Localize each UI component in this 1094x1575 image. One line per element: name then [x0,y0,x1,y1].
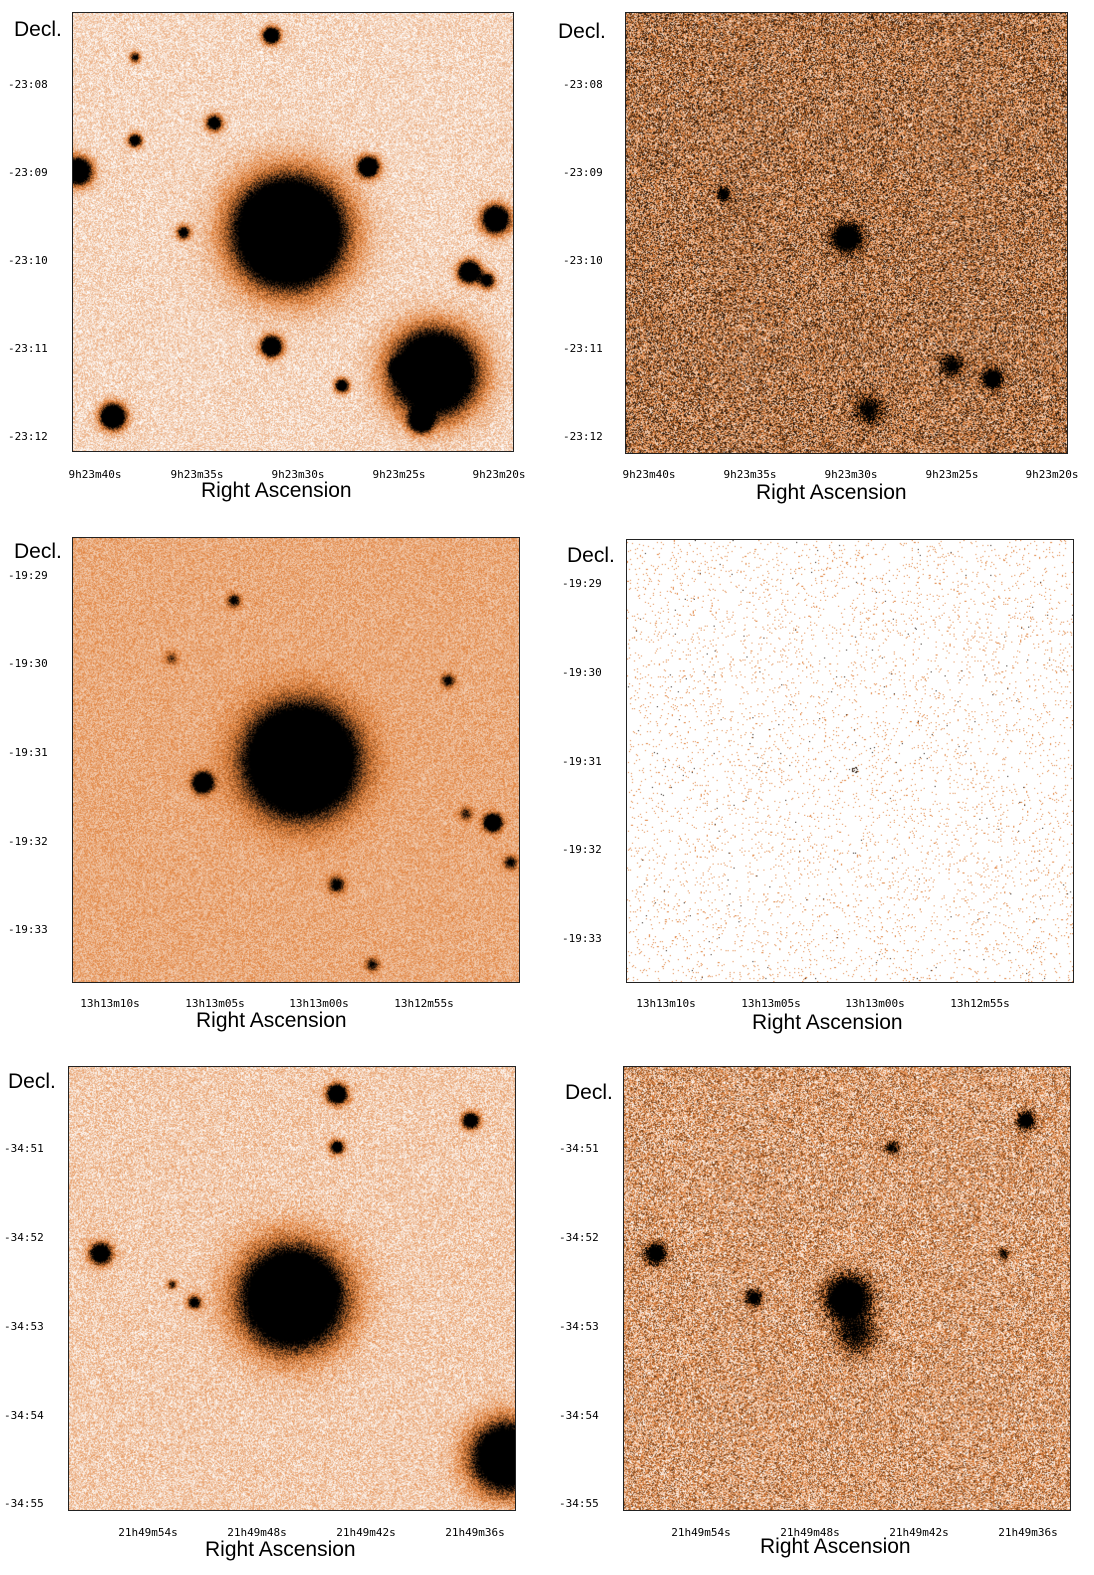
sky-image [623,1066,1071,1511]
ra-tick-label: 13h13m05s [185,997,245,1010]
dec-tick-label: -19:33 [8,923,48,936]
dec-tick-label: -34:55 [559,1497,599,1510]
sky-image [72,12,514,452]
dec-tick-label: -19:31 [8,746,48,759]
dec-axis-title: Decl. [565,1081,613,1104]
ra-tick-label: 21h49m42s [889,1526,949,1539]
ra-axis-title: Right Ascension [756,481,907,504]
dec-tick-label: -19:31 [562,755,602,768]
ra-tick-label: 21h49m36s [998,1526,1058,1539]
dec-tick-label: -23:12 [563,430,603,443]
ra-tick-label: 9h23m40s [68,468,122,481]
dec-axis-title: Decl. [14,18,62,41]
dec-tick-label: -19:29 [562,577,602,590]
dec-tick-label: -34:51 [559,1142,599,1155]
ra-tick-label: 13h13m00s [845,997,905,1010]
ra-axis-title: Right Ascension [752,1011,903,1034]
ra-tick-label: 9h23m25s [925,468,979,481]
dec-tick-label: -19:32 [562,843,602,856]
ra-tick-label: 9h23m25s [372,468,426,481]
ra-axis-title: Right Ascension [205,1538,356,1561]
ra-tick-label: 9h23m20s [472,468,526,481]
ra-tick-label: 9h23m40s [622,468,676,481]
ra-tick-label: 13h13m05s [741,997,801,1010]
ra-tick-label: 9h23m30s [271,468,325,481]
dec-tick-label: -19:30 [562,666,602,679]
ra-tick-label: 13h13m00s [289,997,349,1010]
ra-tick-label: 13h12m55s [950,997,1010,1010]
sky-image [72,537,520,983]
dec-tick-label: -19:29 [8,569,48,582]
ra-tick-label: 9h23m20s [1025,468,1079,481]
dec-axis-title: Decl. [567,544,615,567]
sky-image [68,1066,516,1511]
dec-tick-label: -34:54 [559,1409,599,1422]
sky-image [626,539,1074,983]
ra-tick-label: 13h12m55s [394,997,454,1010]
ra-tick-label: 21h49m54s [118,1526,178,1539]
dec-tick-label: -34:53 [4,1320,44,1333]
ra-tick-label: 9h23m30s [824,468,878,481]
ra-tick-label: 9h23m35s [723,468,777,481]
dec-tick-label: -19:33 [562,932,602,945]
ra-axis-title: Right Ascension [760,1535,911,1558]
ra-tick-label: 21h49m48s [780,1526,840,1539]
dec-axis-title: Decl. [14,540,62,563]
dec-tick-label: -19:30 [8,657,48,670]
dec-tick-label: -23:08 [563,78,603,91]
ra-tick-label: 21h49m54s [671,1526,731,1539]
dec-tick-label: -23:11 [563,342,603,355]
ra-tick-label: 13h13m10s [80,997,140,1010]
ra-tick-label: 21h49m48s [227,1526,287,1539]
dec-tick-label: -23:08 [8,78,48,91]
ra-axis-title: Right Ascension [196,1009,347,1032]
ra-tick-label: 21h49m36s [445,1526,505,1539]
dec-tick-label: -23:12 [8,430,48,443]
dec-tick-label: -34:55 [4,1497,44,1510]
ra-tick-label: 9h23m35s [170,468,224,481]
dec-tick-label: -23:10 [8,254,48,267]
sky-image [625,12,1068,454]
dec-tick-label: -23:10 [563,254,603,267]
dec-tick-label: -23:09 [8,166,48,179]
ra-tick-label: 21h49m42s [336,1526,396,1539]
dec-axis-title: Decl. [8,1070,56,1093]
dec-tick-label: -34:54 [4,1409,44,1422]
dec-axis-title: Decl. [558,20,606,43]
ra-tick-label: 13h13m10s [636,997,696,1010]
dec-tick-label: -23:09 [563,166,603,179]
dec-tick-label: -34:52 [559,1231,599,1244]
ra-axis-title: Right Ascension [201,479,352,502]
dec-tick-label: -19:32 [8,835,48,848]
dec-tick-label: -34:52 [4,1231,44,1244]
dec-tick-label: -23:11 [8,342,48,355]
dec-tick-label: -34:51 [4,1142,44,1155]
dec-tick-label: -34:53 [559,1320,599,1333]
